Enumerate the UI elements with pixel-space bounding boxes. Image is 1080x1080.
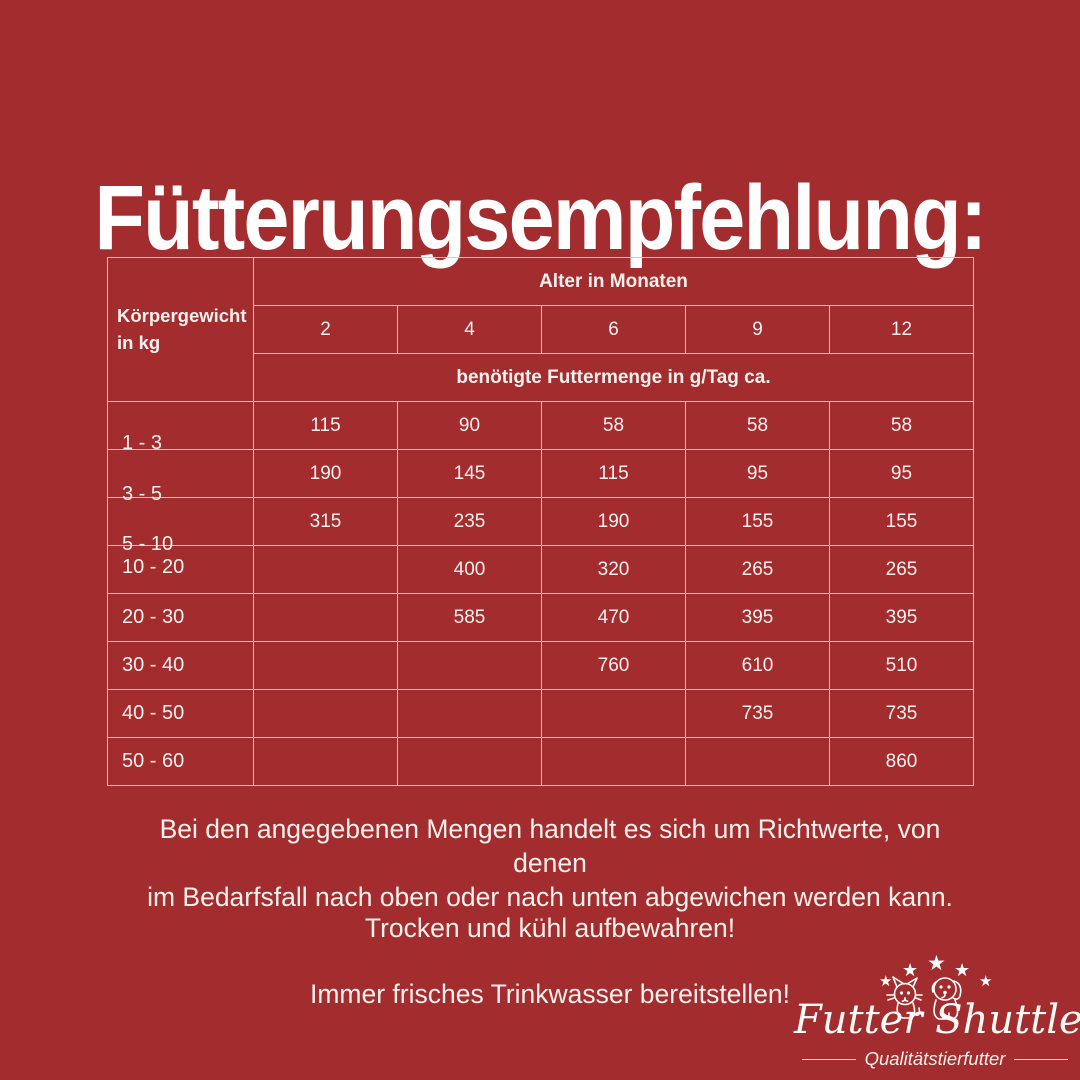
table-row: 10 - 20 400 320 265 265 <box>107 545 974 594</box>
page-title: Fütterungsempfehlung: <box>94 166 987 269</box>
table-header-row: Körpergewicht in kg Alter in Monaten <box>107 257 974 402</box>
star-icon: ★ <box>927 952 946 975</box>
table-row: 5 - 10 315 235 190 155 155 <box>107 497 974 555</box>
tagline-text: Qualitätstierfutter <box>864 1048 1006 1069</box>
amount-cell: 58 <box>685 401 830 450</box>
amount-cell <box>253 593 398 642</box>
weight-range-label: 50 - 60 <box>122 750 185 772</box>
amount-cell: 155 <box>829 497 974 546</box>
amount-cell <box>397 641 542 690</box>
amount-cell <box>397 689 542 738</box>
table-row: 1 - 3 115 90 58 58 58 <box>107 401 974 454</box>
amount-cell: 58 <box>829 401 974 450</box>
weight-range-cell: 20 - 30 <box>107 593 254 642</box>
amount-cell: 265 <box>829 545 974 594</box>
age-column-header: 6 <box>541 305 686 354</box>
table-row: 50 - 60 860 <box>107 737 974 786</box>
amount-cell: 395 <box>685 593 830 642</box>
tagline-rule-left <box>802 1058 856 1060</box>
amount-cell <box>253 641 398 690</box>
amount-cell: 320 <box>541 545 686 594</box>
amount-cell: 860 <box>829 737 974 786</box>
brand-logo: ★ ★ ★ ★ ★ Futter Shuttle <box>780 948 1080 1080</box>
age-values-row: 2 4 6 9 12 <box>108 305 974 354</box>
weight-range-cell: 40 - 50 <box>107 689 254 738</box>
weight-range-label: 1 - 3 <box>122 432 163 454</box>
amount-cell: 395 <box>829 593 974 642</box>
amount-cell: 735 <box>829 689 974 738</box>
weight-header-line2: in kg <box>117 331 161 353</box>
weight-range-label: 40 - 50 <box>122 702 185 724</box>
amount-cell: 735 <box>685 689 830 738</box>
amount-header-cell: benötigte Futtermenge in g/Tag ca. <box>253 353 974 402</box>
age-header-cell: Alter in Monaten <box>253 257 974 306</box>
star-icon: ★ <box>902 960 919 980</box>
note-guideline-line2: im Bedarfsfall nach oben oder nach unten… <box>147 882 953 912</box>
weight-range-cell: 5 - 10 <box>107 497 254 555</box>
amount-cell: 90 <box>397 401 542 450</box>
brand-tagline: Qualitätstierfutter <box>802 1048 1068 1070</box>
brand-name: Futter Shuttle <box>794 997 1080 1043</box>
amount-cell <box>253 689 398 738</box>
amount-cell <box>253 737 398 786</box>
weight-range-label: 3 - 5 <box>122 483 163 505</box>
cat-and-dog-icon <box>886 976 962 1020</box>
amount-cell: 190 <box>253 449 398 498</box>
age-column-header: 2 <box>253 305 398 354</box>
amount-cell: 145 <box>397 449 542 498</box>
amount-cell: 115 <box>253 401 398 450</box>
amount-cell: 115 <box>541 449 686 498</box>
amount-cell: 155 <box>685 497 830 546</box>
amount-cell: 610 <box>685 641 830 690</box>
star-icon: ★ <box>954 960 971 980</box>
amount-cell: 760 <box>541 641 686 690</box>
note-guideline-line1: Bei den angegebenen Mengen handelt es si… <box>159 814 941 878</box>
table-row: 3 - 5 190 145 115 95 95 <box>107 449 974 505</box>
table-row: 20 - 30 585 470 395 395 <box>107 593 974 642</box>
note-guideline: Bei den angegebenen Mengen handelt es si… <box>120 812 980 914</box>
weight-range-label: 10 - 20 <box>122 556 185 578</box>
amount-cell: 585 <box>397 593 542 642</box>
weight-range-label: 20 - 30 <box>122 606 185 628</box>
amount-cell: 400 <box>397 545 542 594</box>
weight-range-cell: 10 - 20 <box>107 545 254 594</box>
tagline-rule-right <box>1014 1058 1068 1060</box>
amount-cell: 235 <box>397 497 542 546</box>
age-column-header: 9 <box>685 305 830 354</box>
note-water: Immer frisches Trinkwasser bereitstellen… <box>309 979 791 1009</box>
amount-cell <box>685 737 830 786</box>
table-row: 30 - 40 760 610 510 <box>107 641 974 690</box>
amount-cell: 95 <box>829 449 974 498</box>
weight-range-cell: 30 - 40 <box>107 641 254 690</box>
amount-cell <box>541 689 686 738</box>
amount-cell <box>541 737 686 786</box>
age-column-header: 12 <box>829 305 974 354</box>
amount-cell: 95 <box>685 449 830 498</box>
amount-cell <box>253 545 398 594</box>
amount-cell: 470 <box>541 593 686 642</box>
star-icon: ★ <box>879 973 893 990</box>
star-icon: ★ <box>979 973 993 990</box>
weight-header-line1: Körpergewicht <box>117 304 247 326</box>
amount-header-row: benötigte Futtermenge in g/Tag ca. <box>108 353 974 402</box>
weight-range-label: 5 - 10 <box>122 533 174 555</box>
table-row: 40 - 50 735 735 <box>107 689 974 738</box>
amount-cell: 510 <box>829 641 974 690</box>
amount-cell: 58 <box>541 401 686 450</box>
amount-cell: 190 <box>541 497 686 546</box>
weight-range-label: 30 - 40 <box>122 654 185 676</box>
weight-range-cell: 3 - 5 <box>107 449 254 505</box>
amount-cell: 265 <box>685 545 830 594</box>
note-storage: Trocken und kühl aufbewahren! <box>364 913 736 943</box>
amount-cell: 315 <box>253 497 398 546</box>
age-column-header: 4 <box>397 305 542 354</box>
weight-header-cell: Körpergewicht in kg <box>107 257 254 402</box>
weight-range-cell: 50 - 60 <box>107 737 254 786</box>
amount-cell <box>397 737 542 786</box>
weight-range-cell: 1 - 3 <box>107 401 254 454</box>
